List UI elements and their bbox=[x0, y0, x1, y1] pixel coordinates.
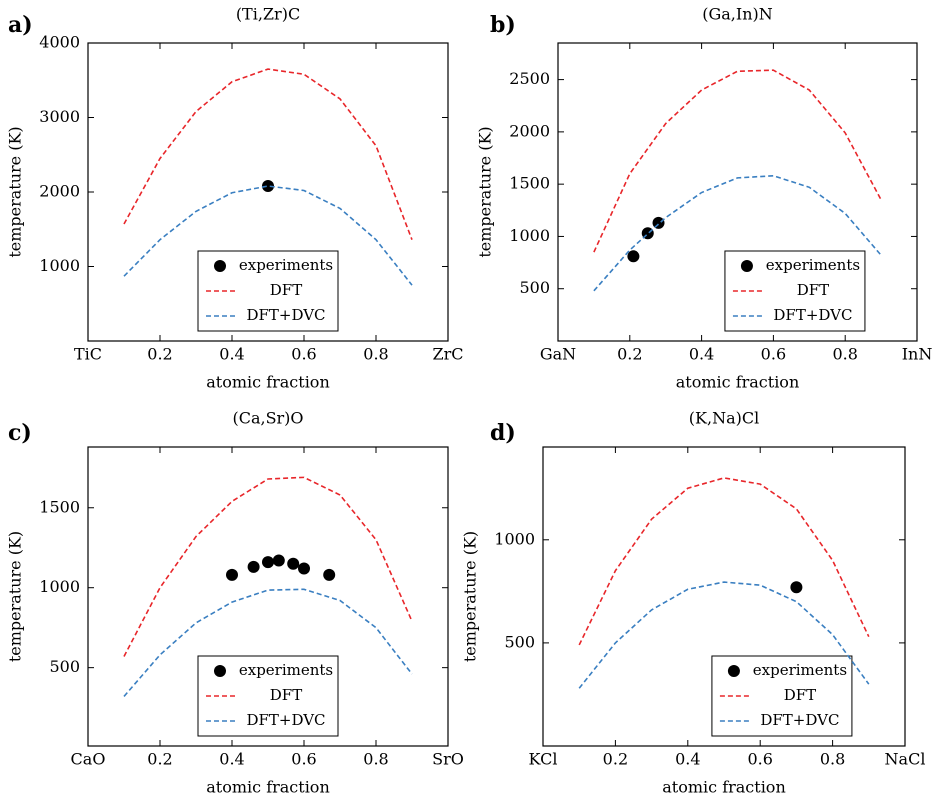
experiment-point bbox=[262, 180, 274, 193]
x-tick-label: SrO bbox=[432, 750, 464, 769]
curve bbox=[578, 581, 870, 689]
x-tick-label: TiC bbox=[74, 345, 102, 364]
x-axis-label: atomic fraction bbox=[662, 778, 786, 797]
x-tick-label: ZrC bbox=[432, 345, 463, 364]
panel: c) (Ca,Sr)O atomic fraction temperature (K)… bbox=[6, 409, 464, 797]
axes-frame bbox=[557, 42, 918, 342]
y-tick-label: 1000 bbox=[39, 577, 80, 596]
x-tick-label: 0.2 bbox=[147, 750, 172, 769]
experiment-point bbox=[298, 562, 310, 575]
x-tick-label: KCl bbox=[529, 750, 558, 769]
legend-label: experiments bbox=[766, 256, 860, 274]
x-tick-label: 0.6 bbox=[291, 345, 316, 364]
legend-marker bbox=[740, 260, 753, 272]
x-axis-label: atomic fraction bbox=[206, 778, 330, 797]
y-tick-label: 1000 bbox=[39, 256, 80, 275]
y-tick-label: 1000 bbox=[494, 529, 535, 548]
curve bbox=[593, 174, 882, 292]
x-tick-label: 0.8 bbox=[820, 750, 845, 769]
panel-label: d) bbox=[490, 420, 516, 446]
experiment-point bbox=[287, 557, 300, 570]
legend-marker bbox=[727, 665, 740, 677]
curve bbox=[123, 68, 413, 240]
legend-marker bbox=[214, 665, 226, 677]
x-tick-label: InN bbox=[902, 345, 933, 364]
y-tick-label: 500 bbox=[504, 632, 535, 651]
x-tick-label: 0.4 bbox=[675, 750, 700, 769]
y-axis-label: temperature (K) bbox=[461, 531, 480, 662]
y-tick-label: 1500 bbox=[39, 497, 80, 516]
experiment-point bbox=[323, 568, 336, 581]
y-tick-label: 2000 bbox=[39, 182, 80, 201]
y-tick-label: 500 bbox=[49, 657, 80, 676]
x-tick-label: 0.2 bbox=[617, 345, 642, 364]
x-tick-label: 0.8 bbox=[363, 750, 388, 769]
experiment-point bbox=[790, 581, 803, 594]
legend-label: DFT bbox=[797, 281, 829, 299]
y-tick-label: 500 bbox=[519, 278, 550, 297]
legend-marker bbox=[214, 260, 226, 272]
x-axis-label: atomic fraction bbox=[676, 373, 800, 392]
experiment-point bbox=[627, 250, 640, 263]
curve bbox=[578, 477, 870, 646]
axes-frame bbox=[87, 42, 449, 342]
x-tick-label: 0.8 bbox=[832, 345, 857, 364]
curve bbox=[123, 185, 413, 286]
y-tick-label: 3000 bbox=[39, 107, 80, 126]
panel-label: b) bbox=[490, 12, 516, 38]
panel-title: (Ga,In)N bbox=[702, 5, 773, 24]
y-axis-label: temperature (K) bbox=[476, 126, 495, 257]
panel: d) (K,Na)Cl atomic fraction temperature (K)… bbox=[461, 409, 926, 797]
y-tick-label: 1500 bbox=[509, 174, 550, 193]
y-axis-label: temperature (K) bbox=[6, 531, 25, 662]
legend-label: experiments bbox=[239, 256, 333, 274]
x-tick-label: 0.4 bbox=[219, 345, 244, 364]
x-tick-label: GaN bbox=[540, 345, 576, 364]
x-tick-label: 0.4 bbox=[219, 750, 244, 769]
legend-label: experiments bbox=[239, 661, 333, 679]
x-tick-label: 0.2 bbox=[147, 345, 172, 364]
x-tick-label: 0.6 bbox=[761, 345, 786, 364]
curve bbox=[593, 69, 882, 253]
panel-title: (Ti,Zr)C bbox=[236, 5, 300, 24]
legend-label: DFT bbox=[270, 686, 302, 704]
legend-label: DFT+DVC bbox=[760, 711, 839, 729]
x-tick-label: 0.2 bbox=[603, 750, 628, 769]
legend-label: DFT+DVC bbox=[246, 711, 325, 729]
curve bbox=[123, 476, 413, 657]
legend-label: DFT bbox=[270, 281, 302, 299]
legend-label: DFT+DVC bbox=[773, 306, 852, 324]
y-axis-label: temperature (K) bbox=[6, 126, 25, 257]
x-tick-label: 0.6 bbox=[747, 750, 772, 769]
legend-label: experiments bbox=[753, 661, 847, 679]
panel-title: (K,Na)Cl bbox=[689, 409, 759, 428]
y-tick-label: 1000 bbox=[509, 226, 550, 245]
y-tick-label: 2000 bbox=[509, 121, 550, 140]
legend-label: DFT+DVC bbox=[246, 306, 325, 324]
panel: b) (Ga,In)N atomic fraction temperature (K)… bbox=[476, 5, 933, 392]
panel-label: a) bbox=[8, 12, 33, 38]
axes-frame bbox=[87, 446, 449, 747]
experiment-point bbox=[652, 216, 665, 229]
experiment-point bbox=[226, 568, 238, 581]
x-tick-label: 0.6 bbox=[291, 750, 316, 769]
experiment-point bbox=[262, 556, 274, 569]
x-tick-label: NaCl bbox=[885, 750, 926, 769]
y-tick-label: 4000 bbox=[39, 33, 80, 52]
panel-label: c) bbox=[8, 420, 32, 446]
y-tick-label: 2500 bbox=[509, 69, 550, 88]
x-tick-label: 0.8 bbox=[363, 345, 388, 364]
x-tick-label: CaO bbox=[71, 750, 106, 769]
legend-box bbox=[197, 655, 339, 737]
axes-frame bbox=[542, 446, 906, 747]
experiment-point bbox=[247, 560, 260, 573]
experiment-point bbox=[272, 554, 285, 567]
panel-title: (Ca,Sr)O bbox=[232, 409, 303, 428]
x-axis-label: atomic fraction bbox=[206, 373, 330, 392]
x-tick-label: 0.4 bbox=[689, 345, 714, 364]
panel: a) (Ti,Zr)C atomic fraction temperature (K)… bbox=[6, 5, 464, 392]
legend-label: DFT bbox=[784, 686, 816, 704]
